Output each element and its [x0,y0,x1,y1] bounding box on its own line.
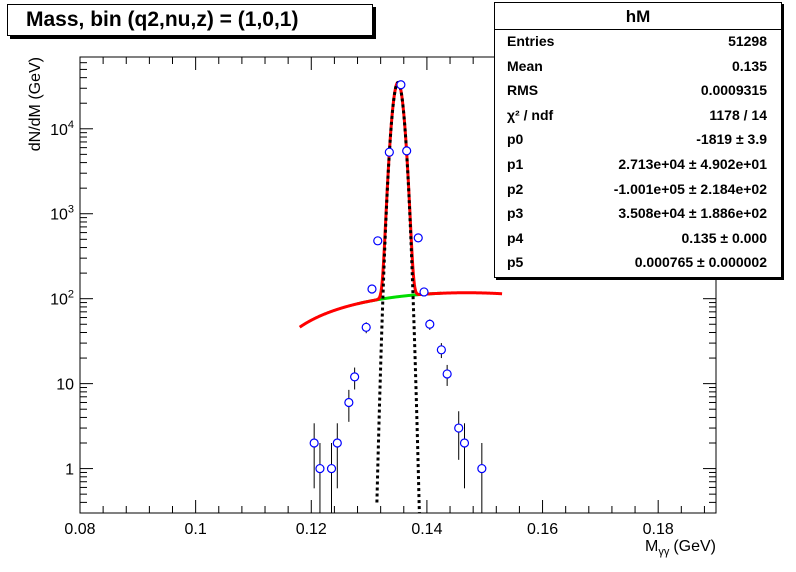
x-axis-label: Mγγ (GeV) [645,538,716,558]
data-point [350,367,360,390]
x-tick-label: 0.1 [185,521,207,538]
stats-row-label: p0 [507,131,524,148]
stats-row: p4 0.135 ± 0.000 [507,228,767,252]
stats-row-label: p1 [507,156,524,172]
data-marker [309,438,319,448]
data-point [326,443,337,513]
data-marker [442,369,452,379]
data-marker [344,397,354,408]
data-marker [350,372,360,382]
stats-row-value: 0.000765 ± 0.000002 [634,254,767,271]
data-point [309,423,319,489]
x-tick-label: 0.18 [643,521,674,538]
y-tick-label: 1 [65,462,74,479]
data-point [332,423,342,489]
data-marker [477,463,487,474]
stats-box-title: hM [495,3,781,30]
y-tick-label: 10 [56,377,74,394]
data-marker [315,463,325,474]
x-tick-label: 0.16 [527,521,558,538]
data-point [459,423,470,489]
stats-row-label: χ² / ndf [507,106,554,123]
data-marker [361,322,371,332]
stats-row: p0 -1819 ± 3.9 [507,129,767,153]
chart-title: Mass, bin (q2,nu,z) = (1,0,1) [7,4,373,36]
data-marker [384,147,394,157]
data-marker [459,438,470,448]
x-tick-label: 0.12 [296,521,327,538]
data-point [436,343,446,359]
stats-row-value: 0.0009315 [700,82,767,99]
stats-row-label: p5 [507,254,524,271]
data-marker [419,287,429,297]
stats-row: p1 2.713e+04 ± 4.902e+01 [507,154,767,178]
data-marker [367,284,377,294]
data-point [413,233,423,243]
y-tick-label: 104 [50,119,74,139]
x-axis-label-unit: (GeV) [673,538,716,555]
data-marker [402,146,412,156]
stats-row-value: 1178 / 14 [709,106,767,123]
stats-row: Mean 0.135 [507,56,767,80]
data-point [454,411,464,460]
data-point [373,236,383,246]
stats-row: p2 -1.001e+05 ± 2.184e+02 [507,179,767,203]
data-point [344,389,354,422]
data-point [396,80,406,90]
stats-row: RMS 0.0009315 [507,80,767,104]
data-marker [436,345,446,355]
x-axis-label-sub: γγ [658,546,670,558]
data-marker [326,463,337,474]
stats-row: χ² / ndf 1178 / 14 [507,105,767,129]
stats-row: p5 0.000765 ± 0.000002 [507,252,767,276]
y-tick-label: 102 [50,289,74,309]
data-point [425,319,435,330]
stats-row-label: RMS [507,82,539,99]
x-tick-label: 0.08 [64,521,95,538]
data-marker [425,319,435,329]
data-point [384,147,394,157]
data-point [419,287,429,297]
stats-row-label: Mean [507,57,543,74]
data-point [361,322,371,334]
stats-row-label: p4 [507,229,524,246]
stats-row-value: 0.135 [731,57,767,74]
data-marker [396,80,406,90]
stats-row-value: 51298 [728,33,767,49]
data-marker [373,236,383,246]
stats-row-label: Entries [507,33,555,49]
stats-row-value: 0.135 ± 0.000 [681,229,767,246]
stats-row-label: p3 [507,205,524,222]
stats-row: p3 3.508e+04 ± 1.886e+02 [507,203,767,227]
data-point [402,146,412,156]
x-tick-label: 0.14 [411,521,442,538]
data-marker [413,233,423,243]
stats-row-value: 2.713e+04 ± 4.902e+01 [618,156,767,172]
total-fit-curve [298,80,503,329]
y-axis-label: dN/dM (GeV) [27,57,44,151]
x-axis-label-main: M [645,538,658,555]
data-point [315,443,325,513]
stats-box: hM Entries 51298 Mean 0.135 RMS 0.0009315 χ² /… [494,2,782,278]
stats-row-value: -1819 ± 3.9 [696,131,767,148]
data-marker [332,438,342,448]
stats-row-value: 3.508e+04 ± 1.886e+02 [618,205,767,222]
data-point [367,284,377,294]
y-tick-label: 103 [50,204,74,224]
data-point [442,364,452,386]
stats-row-label: p2 [507,180,524,197]
stats-row-value: -1.001e+05 ± 2.184e+02 [613,180,767,197]
data-marker [454,423,464,433]
data-point [477,443,487,513]
stats-row: Entries 51298 [507,31,767,55]
